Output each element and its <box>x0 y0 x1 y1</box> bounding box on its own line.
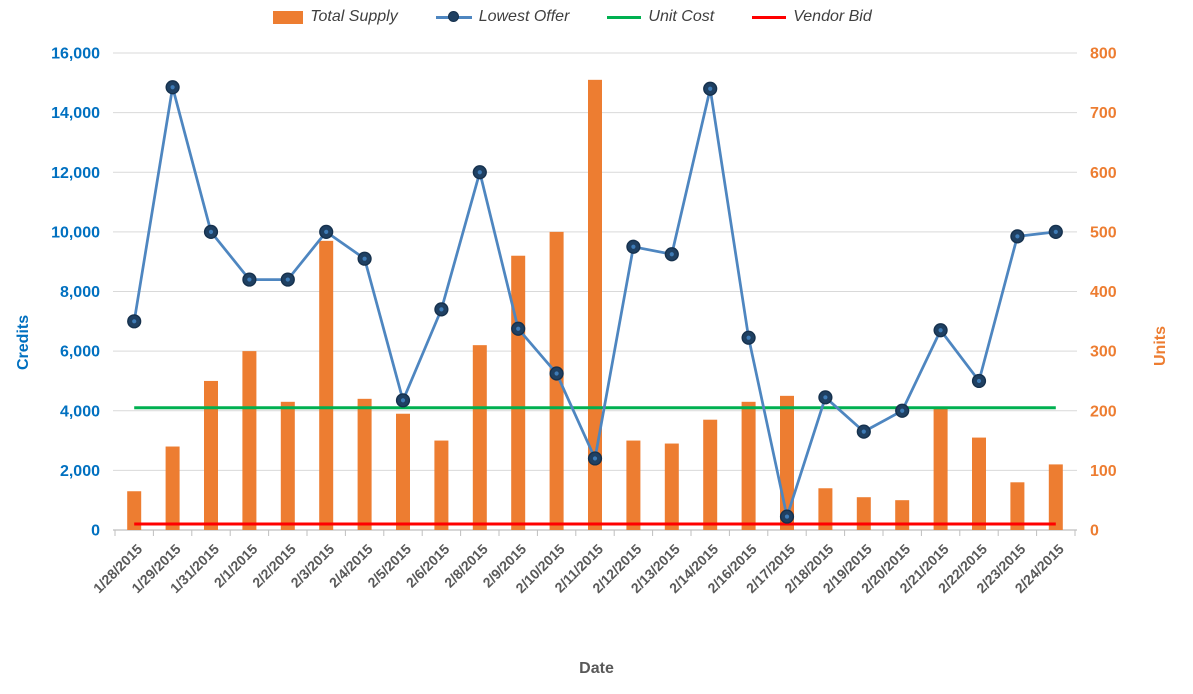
y-left-tick-label: 2,000 <box>60 463 100 480</box>
y-axis-title-right: Units <box>1152 326 1169 366</box>
y-right-tick-label: 500 <box>1090 224 1117 241</box>
legend-swatch-lowest-offer <box>435 10 472 24</box>
marker-center-dot <box>823 395 828 400</box>
bar-total-supply <box>856 497 871 530</box>
y-left-tick-label: 4,000 <box>60 403 100 420</box>
y-left-tick-label: 12,000 <box>51 165 100 182</box>
y-right-tick-label: 700 <box>1090 105 1117 122</box>
marker-center-dot <box>938 328 943 333</box>
marker-center-dot <box>1053 229 1058 234</box>
marker-center-dot <box>208 229 214 234</box>
marker-center-dot <box>324 229 329 234</box>
bar-total-supply <box>204 380 218 530</box>
legend-item-vendor-bid: Vendor Bid <box>752 8 872 26</box>
bar-total-supply <box>1048 464 1063 530</box>
marker-center-dot <box>400 398 406 403</box>
bar-total-supply <box>933 407 948 530</box>
bar-total-supply <box>626 440 641 530</box>
legend-item-total-supply: Total Supply <box>273 8 398 26</box>
bar-total-supply <box>741 401 756 530</box>
y-left-tick-label: 6,000 <box>60 344 100 361</box>
marker-center-dot <box>439 307 444 312</box>
y-right-tick-label: 100 <box>1090 463 1117 480</box>
marker-center-dot <box>477 170 482 175</box>
marker-center-dot <box>746 335 751 340</box>
bar-total-supply <box>396 413 410 530</box>
y-axis-title-left: Credits <box>15 314 32 370</box>
marker-center-dot <box>708 86 713 91</box>
legend-swatch-unit-cost <box>607 15 642 19</box>
legend-marker-icon <box>447 11 459 22</box>
y-right-tick-label: 800 <box>1090 46 1117 63</box>
marker-center-dot <box>592 456 598 461</box>
y-right-tick-label: 300 <box>1090 344 1117 361</box>
marker-center-dot <box>170 85 175 90</box>
bar-total-supply <box>434 440 449 530</box>
bar-total-supply <box>549 231 564 530</box>
y-left-tick-label: 8,000 <box>60 284 100 301</box>
bar-total-supply <box>280 401 295 530</box>
legend-item-unit-cost: Unit Cost <box>607 8 714 26</box>
bar-total-supply <box>664 443 679 530</box>
marker-center-dot <box>516 326 521 331</box>
bar-total-supply <box>703 419 718 530</box>
marker-center-dot <box>554 371 559 376</box>
y-right-tick-label: 400 <box>1090 284 1117 301</box>
bar-total-supply <box>511 255 526 530</box>
marker-center-dot <box>861 429 866 434</box>
y-right-tick-label: 0 <box>1090 523 1099 540</box>
legend-label-unit-cost: Unit Cost <box>648 8 715 25</box>
legend-label-vendor-bid: Vendor Bid <box>793 8 872 25</box>
marker-center-dot <box>900 408 905 413</box>
marker-center-dot <box>669 252 674 257</box>
marker-center-dot <box>132 319 137 324</box>
legend-label-total-supply: Total Supply <box>310 8 398 25</box>
bar-total-supply <box>972 437 986 530</box>
legend-item-lowest-offer: Lowest Offer <box>435 8 570 26</box>
y-left-tick-label: 10,000 <box>51 224 100 241</box>
bar-total-supply <box>127 491 142 530</box>
legend-swatch-vendor-bid <box>752 15 787 19</box>
y-right-tick-label: 200 <box>1090 403 1117 420</box>
y-right-tick-label: 600 <box>1090 165 1117 182</box>
bar-total-supply <box>242 351 257 530</box>
x-axis-title: Date <box>579 660 614 677</box>
y-left-tick-label: 0 <box>91 523 100 540</box>
legend-swatch-total-supply <box>273 10 304 24</box>
bar-total-supply <box>588 79 602 531</box>
marker-center-dot <box>247 277 252 282</box>
marker-center-dot <box>976 378 982 384</box>
marker-center-dot <box>631 244 636 249</box>
bar-total-supply <box>472 345 487 530</box>
bar-total-supply <box>165 446 180 530</box>
marker-center-dot <box>784 514 790 519</box>
bar-total-supply <box>1010 482 1025 530</box>
legend-label-lowest-offer: Lowest Offer <box>478 8 570 25</box>
y-left-tick-label: 16,000 <box>51 46 100 63</box>
y-left-tick-label: 14,000 <box>51 105 100 122</box>
bar-total-supply <box>818 488 833 530</box>
marker-center-dot <box>1015 234 1020 239</box>
bar-total-supply <box>319 240 334 530</box>
bar-total-supply <box>357 398 372 530</box>
marker-center-dot <box>285 277 290 282</box>
chart-legend: Total Supply Lowest Offer Unit Cost Vend… <box>0 8 1169 26</box>
marker-center-dot <box>362 256 367 261</box>
